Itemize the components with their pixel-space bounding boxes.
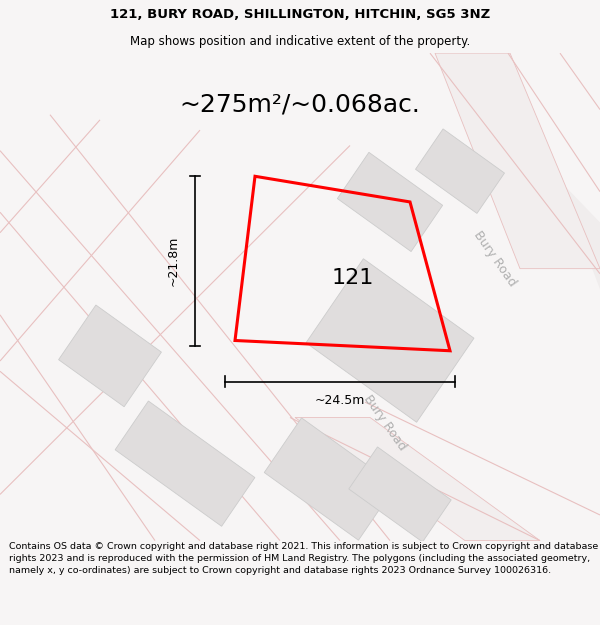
Text: 121: 121 bbox=[331, 268, 374, 288]
Bar bbox=[264, 418, 396, 540]
Polygon shape bbox=[437, 53, 600, 289]
Bar bbox=[59, 305, 161, 407]
Bar bbox=[306, 259, 474, 422]
Text: ~24.5m: ~24.5m bbox=[315, 394, 365, 406]
Bar bbox=[349, 447, 451, 542]
Text: 121, BURY ROAD, SHILLINGTON, HITCHIN, SG5 3NZ: 121, BURY ROAD, SHILLINGTON, HITCHIN, SG… bbox=[110, 8, 490, 21]
Text: Contains OS data © Crown copyright and database right 2021. This information is : Contains OS data © Crown copyright and d… bbox=[9, 542, 598, 575]
Text: ~275m²/~0.068ac.: ~275m²/~0.068ac. bbox=[179, 92, 421, 116]
Text: Bury Road: Bury Road bbox=[361, 392, 409, 452]
Bar bbox=[337, 152, 443, 251]
Bar bbox=[115, 401, 255, 526]
Text: Map shows position and indicative extent of the property.: Map shows position and indicative extent… bbox=[130, 35, 470, 48]
Bar bbox=[416, 129, 505, 213]
Polygon shape bbox=[295, 418, 540, 541]
Text: Bury Road: Bury Road bbox=[471, 228, 519, 289]
Text: ~21.8m: ~21.8m bbox=[167, 236, 179, 286]
Polygon shape bbox=[435, 53, 600, 269]
